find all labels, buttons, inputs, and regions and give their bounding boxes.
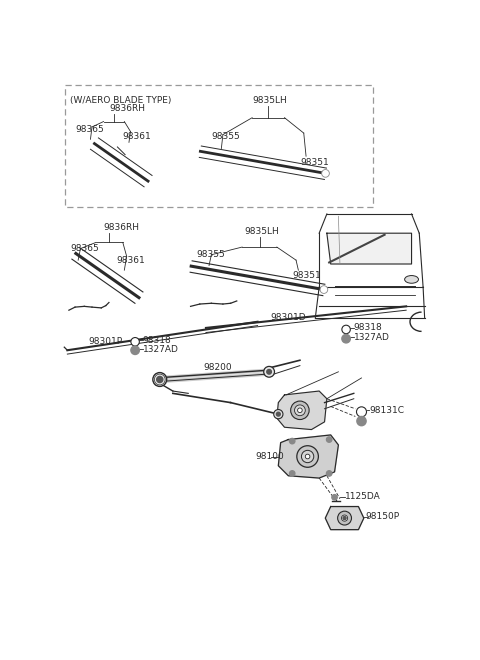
Circle shape: [357, 416, 366, 426]
Circle shape: [332, 494, 337, 500]
Circle shape: [153, 372, 167, 387]
Circle shape: [343, 517, 346, 519]
Circle shape: [342, 335, 350, 343]
Circle shape: [289, 438, 295, 444]
Circle shape: [298, 408, 302, 412]
Circle shape: [274, 409, 283, 418]
Text: 98365: 98365: [71, 244, 99, 253]
Polygon shape: [325, 507, 364, 529]
Text: 98131C: 98131C: [369, 406, 404, 414]
Text: 1327AD: 1327AD: [354, 333, 390, 342]
Circle shape: [131, 337, 139, 346]
Text: 98365: 98365: [75, 125, 104, 134]
Text: 98355: 98355: [211, 133, 240, 141]
Text: 98361: 98361: [117, 255, 145, 265]
Text: 98150P: 98150P: [365, 512, 399, 521]
Circle shape: [301, 450, 314, 463]
Text: (W/AERO BLADE TYPE): (W/AERO BLADE TYPE): [71, 96, 172, 105]
Circle shape: [326, 471, 332, 476]
Circle shape: [295, 405, 305, 416]
Circle shape: [341, 515, 348, 521]
Polygon shape: [278, 435, 338, 478]
Text: 98351: 98351: [300, 158, 329, 167]
Text: 98318: 98318: [354, 323, 383, 333]
Text: 98361: 98361: [123, 133, 152, 141]
Text: 98318: 98318: [143, 336, 171, 345]
Text: 9835LH: 9835LH: [244, 227, 279, 236]
Circle shape: [337, 511, 351, 525]
Text: 98301P: 98301P: [88, 337, 122, 345]
Text: 98301D: 98301D: [271, 314, 306, 322]
Circle shape: [322, 170, 329, 178]
Circle shape: [264, 366, 275, 378]
Text: 1327AD: 1327AD: [143, 345, 179, 354]
Circle shape: [357, 407, 367, 417]
Circle shape: [156, 376, 163, 383]
Polygon shape: [277, 391, 327, 430]
Text: 98351: 98351: [292, 271, 321, 280]
Circle shape: [291, 401, 309, 420]
FancyBboxPatch shape: [65, 85, 373, 207]
Text: 98200: 98200: [204, 364, 232, 372]
Circle shape: [320, 286, 328, 294]
Circle shape: [131, 346, 139, 354]
Text: 98355: 98355: [196, 250, 225, 259]
Ellipse shape: [405, 276, 419, 283]
Text: 9836RH: 9836RH: [104, 223, 140, 232]
Circle shape: [326, 437, 332, 442]
Text: 1125DA: 1125DA: [345, 492, 380, 501]
Circle shape: [289, 471, 295, 476]
Circle shape: [297, 446, 318, 467]
Circle shape: [267, 370, 271, 374]
Circle shape: [305, 454, 310, 459]
Circle shape: [276, 412, 280, 416]
Text: 9835LH: 9835LH: [252, 96, 287, 105]
Polygon shape: [327, 233, 411, 264]
Text: 9836RH: 9836RH: [109, 104, 145, 113]
Circle shape: [342, 325, 350, 334]
Text: 98100: 98100: [255, 452, 284, 461]
